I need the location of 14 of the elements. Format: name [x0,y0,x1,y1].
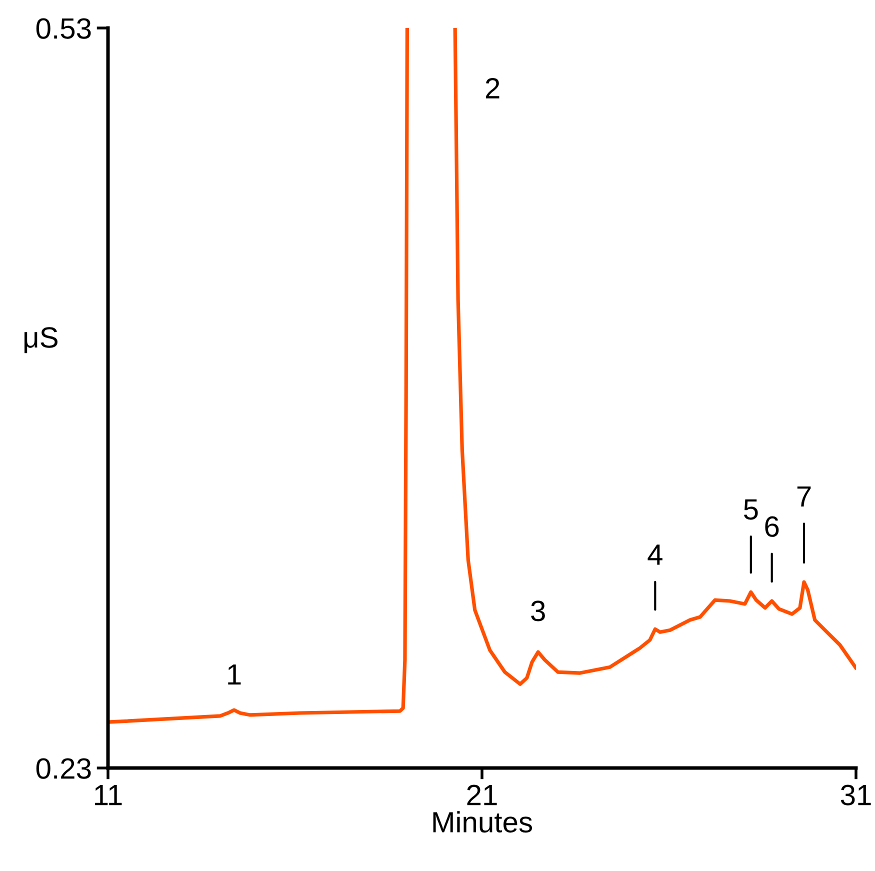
annotation: 6 [765,516,779,537]
annotation: 5 [744,499,758,520]
annotation: 2 [486,78,500,98]
y-tick-label: 0.53 [36,18,91,39]
y-tick-label: 0.23 [36,758,91,779]
annotation: 1 [228,664,241,685]
annotation: 3 [531,600,545,622]
x-tick-label: 21 [467,784,497,806]
x-tick-label: 11 [95,785,122,806]
y-axis-title: μS [24,327,58,354]
annotation: 4 [648,544,662,565]
x-axis-title: Minutes [433,811,532,833]
annotation: 7 [797,486,811,507]
x-tick-label: 31 [840,784,871,806]
